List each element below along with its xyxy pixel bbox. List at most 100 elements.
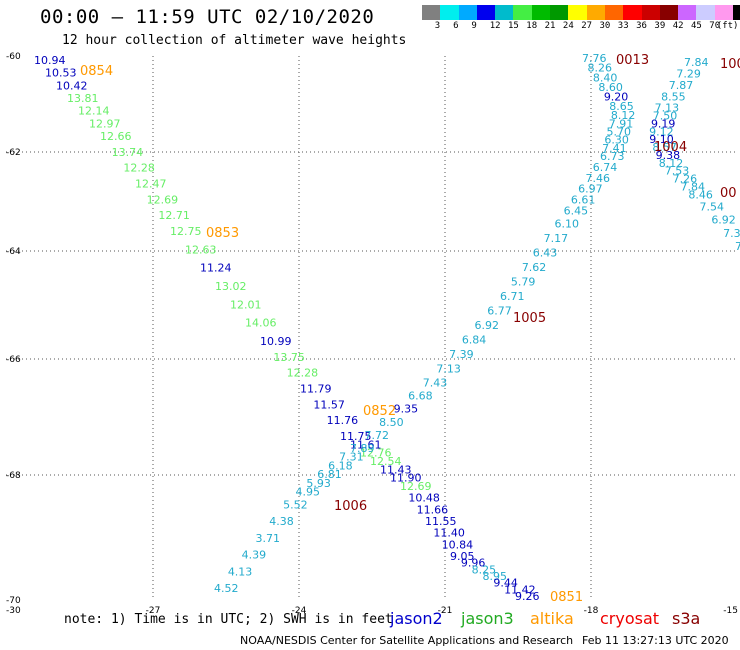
track2-label: 7.39 [449, 348, 474, 361]
track1-label: 11.90 [390, 472, 422, 485]
time-tag: 1005 [513, 311, 546, 326]
track1-label: 12.28 [123, 162, 155, 175]
track2-label: 7.62 [522, 261, 547, 274]
track1-label: 9.05 [450, 550, 475, 563]
legend-swatch [586, 5, 605, 20]
track1-label: 12.28 [287, 367, 319, 380]
track1-label: 14.06 [245, 317, 277, 330]
track1-label: 8.95 [483, 570, 508, 583]
track3-label: 8.12 [659, 157, 684, 170]
track3-label: 7.13 [655, 102, 680, 115]
legend-labels: 3 6 9 12 15 18 21 24 27 30 33 36 39 42 45 70 (ft) [422, 21, 740, 35]
color-legend [422, 5, 740, 20]
track3-label: 7.84 [684, 56, 709, 69]
track2-label: 8.60 [598, 81, 623, 94]
track1-label: 12.76 [360, 447, 392, 460]
legend-label: (ft) [716, 21, 739, 31]
legend-swatch [440, 5, 459, 20]
track1-label: 12.14 [78, 105, 110, 118]
track2-label: 7.41 [602, 142, 627, 155]
track2-label: 8.50 [379, 416, 404, 429]
track1-label: 11.40 [433, 527, 465, 540]
y-tick-label: -62 [6, 148, 21, 158]
time-tags: 0854 0853 0852 0851 1006 1005 1004 0013 100 00 [80, 53, 740, 605]
track3-label: 7.53 [665, 165, 690, 178]
track1-label: 9.44 [493, 577, 518, 590]
track1-label: 10.84 [442, 538, 474, 551]
legend-label: 15 [508, 21, 519, 31]
legend-label: 30 [599, 21, 611, 31]
legend-label: 9 [471, 21, 477, 31]
track2-label: 7.89 [350, 442, 375, 455]
legend-label: 21 [544, 21, 556, 31]
track1-label: 10.42 [56, 79, 88, 92]
credit-source: NOAA/NESDIS Center for Satellite Applica… [240, 634, 574, 647]
legend-swatch [696, 5, 715, 20]
track2-label: 5.93 [306, 477, 331, 490]
track2-label: 9.35 [394, 403, 419, 416]
track3-label: 7.50 [653, 109, 678, 122]
legend-swatch [531, 5, 551, 20]
legend-swatch [476, 5, 496, 20]
time-tag: 0013 [616, 53, 649, 68]
track2-label: 6.92 [475, 319, 500, 332]
legend-label: 6 [453, 21, 459, 31]
track1-label: 12.69 [147, 193, 179, 206]
y-tick-label: -70 [6, 596, 21, 606]
page-title: 00:00 – 11:59 UTC 02/10/2020 [40, 6, 375, 28]
track1-label: 12.71 [158, 209, 190, 222]
legend-altika: altika [530, 609, 574, 628]
legend-swatch [733, 5, 740, 20]
legend-swatch [641, 5, 660, 20]
y-tick-label: -64 [6, 247, 21, 257]
track3-label: 7.87 [669, 79, 694, 92]
track2-label: 6.43 [533, 246, 558, 259]
track2-label: 6.81 [317, 468, 342, 481]
track2-label: 7.31 [339, 451, 364, 464]
track1-label: 12.69 [400, 480, 432, 493]
time-tag: 1004 [654, 140, 687, 155]
grid-lines [6, 56, 738, 600]
legend-label: 36 [636, 21, 647, 31]
legend-swatch [623, 5, 642, 20]
track1-label: 13.81 [67, 92, 99, 105]
track2-label: 4.38 [269, 515, 294, 528]
x-tick-label: -24 [292, 606, 307, 616]
track3-label: 9.12 [649, 125, 674, 138]
track2-label: 7.72 [365, 429, 390, 442]
legend-label: 12 [489, 21, 501, 31]
track2-label: 6.45 [564, 205, 589, 218]
legend-s3a: s3a [672, 609, 701, 628]
track1-label: 11.57 [313, 398, 345, 411]
track3-label: 9.38 [656, 149, 681, 162]
track2-label: 7.17 [544, 232, 569, 245]
track2-label: 8.40 [593, 71, 618, 84]
track2-label: 7.46 [585, 172, 610, 185]
track1-label: 8.25 [472, 563, 497, 576]
track2-label: 6.71 [500, 290, 525, 303]
page-subtitle: 12 hour collection of altimeter wave hei… [62, 33, 407, 48]
track2-label: 9.20 [604, 91, 629, 104]
legend-swatch [604, 5, 624, 20]
note-text: note: 1) Time is in UTC; 2) SWH is in fe… [64, 612, 393, 627]
x-tick-label: -30 [6, 606, 21, 616]
track1-label: 11.24 [200, 262, 232, 275]
time-tag: 100 [720, 57, 740, 72]
track3-label: 7.26 [673, 173, 698, 186]
legend-swatch [714, 5, 734, 20]
track3-label: 8.46 [688, 188, 713, 201]
legend-label: 24 [562, 21, 574, 31]
track1-label: 11.55 [425, 515, 457, 528]
track1-label: 10.48 [408, 492, 440, 505]
track1-label: 12.01 [230, 298, 262, 311]
track1-label: 10.94 [34, 54, 66, 67]
track3-label: 7.54 [699, 201, 724, 214]
legend-swatch [550, 5, 569, 20]
legend-swatch [513, 5, 532, 20]
track2-label: 7.91 [609, 117, 634, 130]
track2-label: 7.43 [423, 377, 448, 390]
legend-jason2: jason2 [390, 609, 443, 628]
axis-labels: -60 -62 -64 -66 -68 -70-30 -27 -24 -21 -18 -15 [6, 52, 738, 616]
